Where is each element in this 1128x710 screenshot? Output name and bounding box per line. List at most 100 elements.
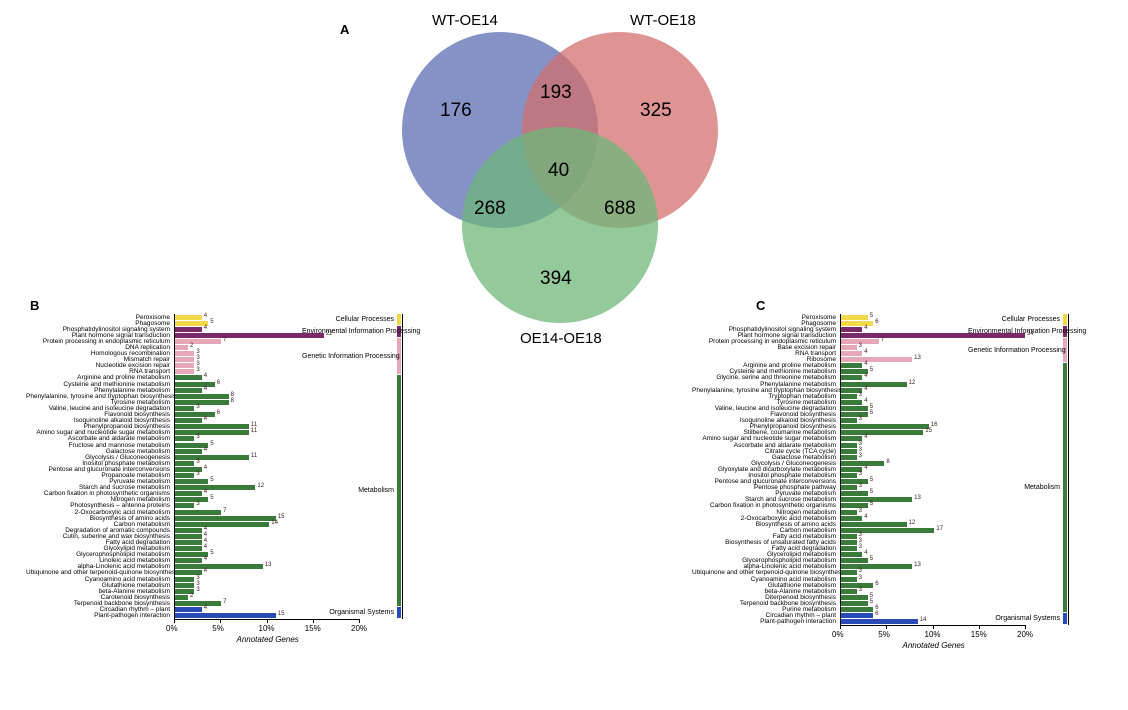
category-bar — [397, 314, 401, 325]
bar — [840, 400, 862, 405]
bar-value: 15 — [278, 611, 285, 617]
bar — [840, 406, 868, 411]
bar-value: 3 — [196, 575, 199, 581]
bar-value: 5 — [870, 313, 873, 319]
bar-value: 15 — [278, 514, 285, 520]
bar-value: 3 — [196, 459, 199, 465]
bar — [174, 577, 194, 582]
bar-value: 3 — [859, 392, 862, 398]
bar — [174, 503, 194, 508]
bar-value: 4 — [864, 398, 867, 404]
bar-value: 15 — [925, 428, 932, 434]
bar — [840, 570, 857, 575]
bar — [174, 363, 194, 368]
bar-value: 5 — [210, 319, 213, 325]
bar-value: 4 — [864, 514, 867, 520]
x-tick-label: 0% — [166, 624, 178, 633]
bar — [840, 394, 857, 399]
bar — [174, 485, 255, 490]
bar — [840, 589, 857, 594]
bar — [174, 497, 208, 502]
bar-value: 3 — [196, 355, 199, 361]
bar-value: 4 — [864, 386, 867, 392]
bar — [174, 595, 188, 600]
venn-region-c: 394 — [540, 268, 572, 290]
bar-value: 3 — [859, 532, 862, 538]
bar-value: 4 — [204, 489, 207, 495]
bar-value: 4 — [204, 532, 207, 538]
bar — [174, 534, 202, 539]
bar-value: 4 — [204, 556, 207, 562]
bar-value: 13 — [914, 355, 921, 361]
bar-value: 5 — [870, 489, 873, 495]
bar-value: 3 — [196, 361, 199, 367]
x-tick-label: 5% — [212, 624, 224, 633]
bar — [840, 345, 857, 350]
bar — [174, 369, 194, 374]
bar-value: 3 — [196, 404, 199, 410]
bar — [174, 430, 249, 435]
bar-value: 3 — [859, 538, 862, 544]
category-bar — [397, 607, 401, 618]
bar — [840, 516, 862, 521]
bar-value: 3 — [859, 508, 862, 514]
bar — [840, 485, 857, 490]
bar-value: 11 — [251, 422, 257, 428]
bar-value: 4 — [864, 325, 867, 331]
bar — [840, 497, 912, 502]
bar — [840, 418, 857, 423]
venn-svg — [340, 10, 770, 360]
category-label: Metabolism — [968, 484, 1060, 491]
venn-region-abc: 40 — [548, 160, 569, 182]
bar — [174, 339, 221, 344]
bar-value: 5 — [870, 593, 873, 599]
bar-value: 12 — [257, 483, 264, 489]
bar — [174, 607, 202, 612]
category-bar — [1063, 613, 1067, 624]
bar-value: 3 — [196, 501, 199, 507]
bar-value: 4 — [204, 325, 207, 331]
category-bar — [397, 375, 401, 606]
bar — [840, 327, 862, 332]
bar — [174, 479, 208, 484]
bar — [174, 418, 202, 423]
bar — [840, 552, 862, 557]
chart-c: Peroxisome5Phagosome6Phosphatidylinosito… — [692, 314, 1122, 674]
bar — [174, 564, 263, 569]
bar-value: 14 — [271, 520, 278, 526]
bar — [840, 473, 857, 478]
bar-value: 6 — [875, 581, 878, 587]
x-tick-label: 20% — [351, 624, 367, 633]
bar-value: 3 — [859, 483, 862, 489]
bar-value: 5 — [210, 441, 213, 447]
bar — [174, 388, 202, 393]
category-bar — [1063, 363, 1067, 612]
bar — [840, 540, 857, 545]
bar-value: 3 — [196, 349, 199, 355]
x-tick-label: 15% — [971, 630, 987, 639]
category-label: Environmental Information Processing — [302, 328, 394, 335]
bar-value: 5 — [870, 404, 873, 410]
x-axis-title: Annotated Genes — [903, 641, 965, 650]
bar-value: 4 — [204, 544, 207, 550]
venn-region-bc: 688 — [604, 198, 636, 220]
bar-value: 5 — [210, 550, 213, 556]
bar — [840, 461, 884, 466]
bar — [174, 583, 194, 588]
bar — [840, 528, 934, 533]
bar — [174, 315, 202, 320]
bar — [840, 443, 857, 448]
bar — [840, 583, 873, 588]
bar — [174, 613, 276, 618]
bar — [174, 546, 202, 551]
x-tick-label: 10% — [925, 630, 941, 639]
bar — [174, 558, 202, 563]
bar-value: 3 — [859, 441, 862, 447]
bar — [174, 473, 194, 478]
bar-value: 3 — [859, 343, 862, 349]
bar-value: 4 — [204, 538, 207, 544]
bar-value: 3 — [859, 587, 862, 593]
bar-value: 3 — [859, 575, 862, 581]
bar-value: 3 — [196, 434, 199, 440]
category-label: Metabolism — [302, 487, 394, 494]
